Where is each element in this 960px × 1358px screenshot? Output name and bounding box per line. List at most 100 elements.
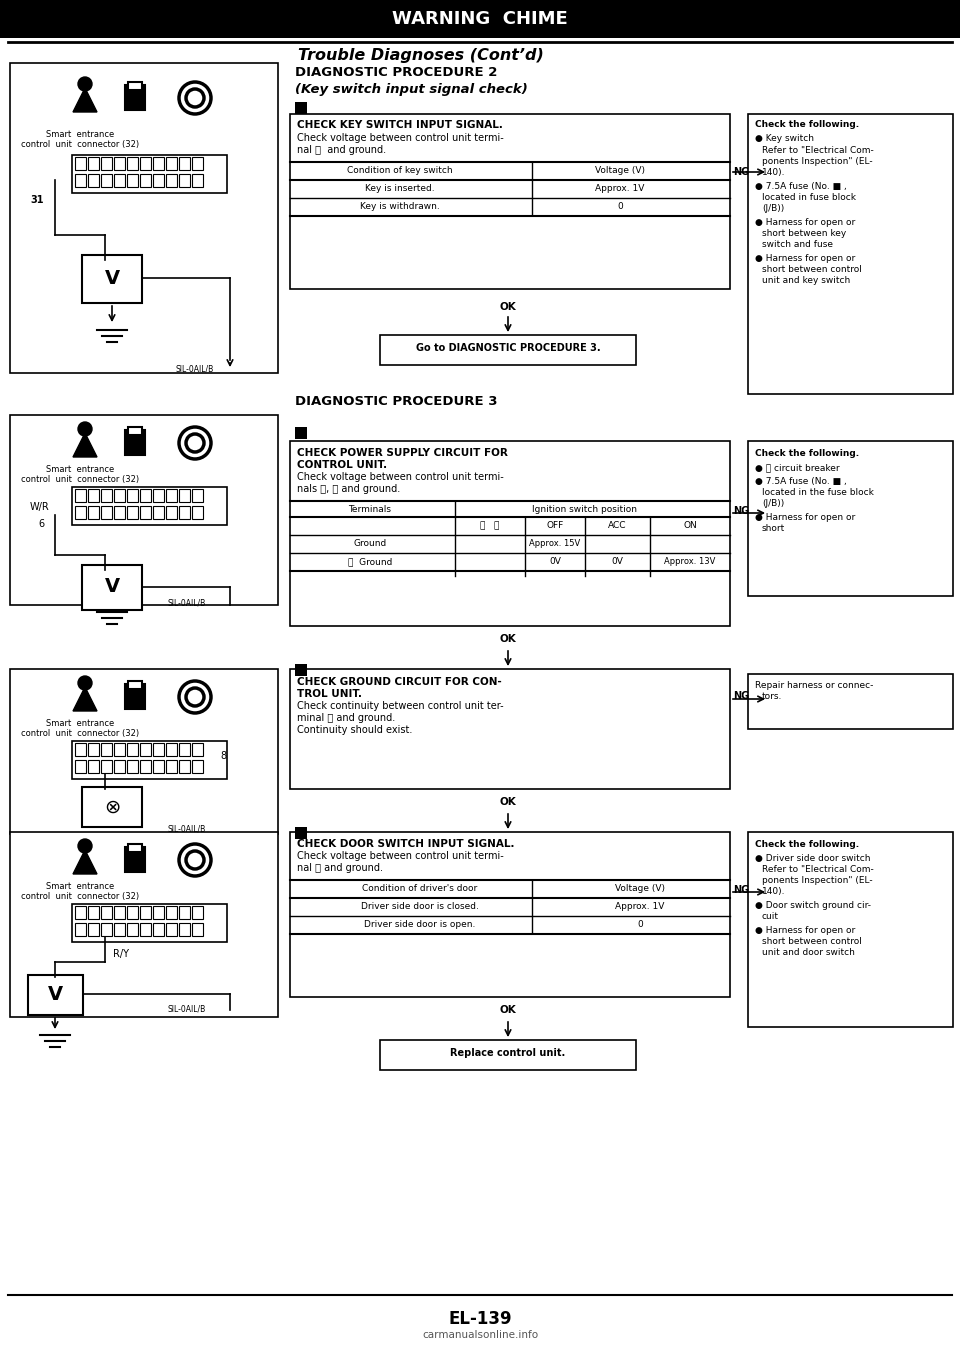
Bar [290,832,730,997]
Bar [101,158,112,170]
Text: ● Harness for open or: ● Harness for open or [755,513,855,521]
Text: Condition of key switch: Condition of key switch [348,166,453,175]
Text: ● ⓞ circuit breaker: ● ⓞ circuit breaker [755,463,840,473]
Bar [125,684,145,709]
Bar [127,174,138,187]
Bar [114,923,125,936]
Bar [0,0,960,38]
Bar [127,743,138,756]
Bar [101,760,112,773]
Text: 0V: 0V [549,557,561,566]
Text: Refer to "Electrical Com-: Refer to "Electrical Com- [762,865,874,875]
Text: Check the following.: Check the following. [755,120,859,129]
Bar [88,906,99,919]
Text: ● Key switch: ● Key switch [755,134,814,143]
Text: OK: OK [499,1005,516,1014]
Polygon shape [73,433,97,458]
Bar [114,489,125,502]
Text: 0: 0 [637,919,643,929]
Bar [192,906,203,919]
Bar [88,174,99,187]
Text: Approx. 1V: Approx. 1V [615,902,664,911]
Bar [166,760,177,773]
Bar [140,906,151,919]
Bar [295,426,307,439]
Bar [192,174,203,187]
Text: short between key: short between key [762,230,847,238]
Bar [101,507,112,519]
Bar [748,832,953,1027]
Text: ponents Inspection" (EL-: ponents Inspection" (EL- [762,158,873,166]
Text: ⓘ  Ground: ⓘ Ground [348,557,393,566]
Text: Ignition switch position: Ignition switch position [533,505,637,513]
Text: Approx. 13V: Approx. 13V [664,557,716,566]
Bar [10,416,278,606]
Bar [128,81,142,90]
Text: minal ⓘ and ground.: minal ⓘ and ground. [297,713,396,722]
Bar [82,788,142,827]
Text: ponents Inspection" (EL-: ponents Inspection" (EL- [762,876,873,885]
Bar [290,441,730,626]
Text: 6: 6 [38,519,44,530]
Bar [125,86,145,110]
Bar [101,743,112,756]
Text: ⓖ   ⓘ: ⓖ ⓘ [480,521,500,530]
Bar [114,158,125,170]
Bar [72,904,227,942]
Text: control  unit  connector (32): control unit connector (32) [21,892,139,900]
Bar [10,62,278,373]
Bar [290,669,730,789]
Bar [192,743,203,756]
Text: Check voltage between control unit termi-: Check voltage between control unit termi… [297,851,504,861]
Bar [127,906,138,919]
Bar [75,174,86,187]
Text: Refer to "Electrical Com-: Refer to "Electrical Com- [762,147,874,155]
Bar [114,906,125,919]
Bar [82,565,142,610]
Bar [88,760,99,773]
Bar [88,489,99,502]
Bar [179,906,190,919]
Text: (Key switch input signal check): (Key switch input signal check) [295,83,528,96]
Text: short between control: short between control [762,265,862,274]
Bar [114,760,125,773]
Text: cuit: cuit [762,913,779,921]
Bar [166,507,177,519]
Bar [192,923,203,936]
Text: ⊗: ⊗ [104,797,120,816]
Text: CHECK GROUND CIRCUIT FOR CON-: CHECK GROUND CIRCUIT FOR CON- [297,678,502,687]
Text: Key is inserted.: Key is inserted. [365,183,435,193]
Bar [153,906,164,919]
Bar [140,923,151,936]
Text: Condition of driver's door: Condition of driver's door [362,884,478,894]
Bar [179,743,190,756]
Text: ● Harness for open or: ● Harness for open or [755,219,855,227]
Bar [140,507,151,519]
Bar [748,441,953,596]
Bar [114,743,125,756]
Bar [82,255,142,303]
Text: Terminals: Terminals [348,505,392,513]
Text: nal ⓘ and ground.: nal ⓘ and ground. [297,862,383,873]
Text: 140).: 140). [762,887,785,896]
Bar [166,923,177,936]
Text: ACC: ACC [608,521,626,530]
Text: V: V [105,577,120,596]
Bar [153,923,164,936]
Circle shape [78,422,92,436]
Bar [166,174,177,187]
Text: Check the following.: Check the following. [755,449,859,458]
Text: control  unit  connector (32): control unit connector (32) [21,729,139,737]
Text: 0V: 0V [612,557,623,566]
Text: Driver side door is open.: Driver side door is open. [364,919,476,929]
Bar [295,827,307,839]
Text: Repair harness or connec-: Repair harness or connec- [755,680,874,690]
Bar [101,923,112,936]
Bar [127,923,138,936]
Text: SIL-0AIL/B: SIL-0AIL/B [175,365,213,373]
Bar [140,174,151,187]
Text: ● Harness for open or: ● Harness for open or [755,926,855,936]
Bar [75,507,86,519]
Bar [153,489,164,502]
Bar [114,174,125,187]
